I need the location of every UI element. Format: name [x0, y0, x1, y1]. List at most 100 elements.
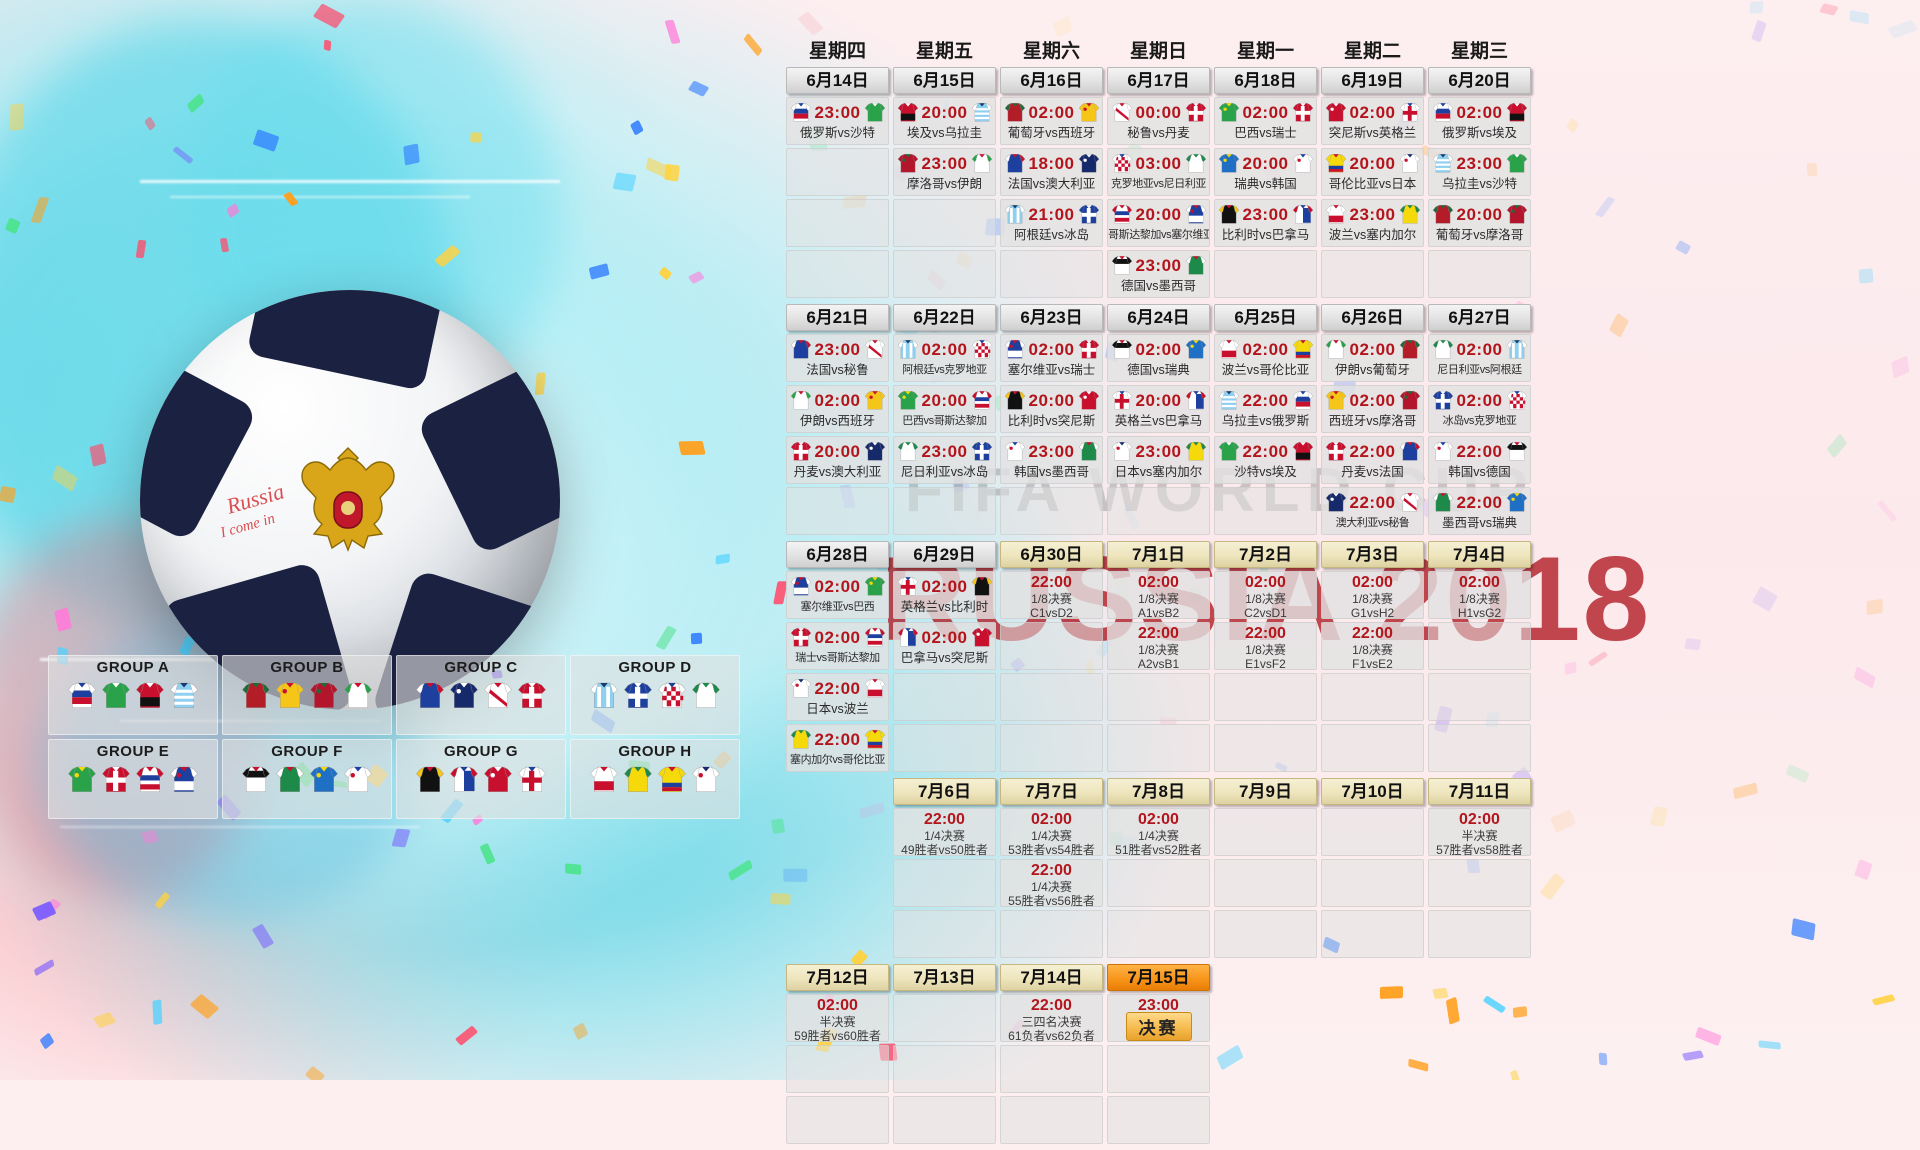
match-cell[interactable]: 20:00 瑞典vs韩国 — [1214, 148, 1317, 196]
match-cell[interactable]: 23:00 比利时vs巴拿马 — [1214, 199, 1317, 247]
knockout-cell[interactable]: 22:00 1/8决赛 E1vsF2 — [1214, 622, 1317, 671]
match-cell[interactable]: 02:00 塞尔维亚vs瑞士 — [1000, 334, 1103, 382]
date-header[interactable]: 6月18日 — [1214, 67, 1317, 94]
match-cell[interactable]: 20:00 丹麦vs澳大利亚 — [786, 436, 889, 484]
knockout-cell[interactable]: 23:00 决赛 — [1107, 994, 1210, 1042]
match-cell[interactable]: 02:00 瑞士vs哥斯达黎加 — [786, 622, 889, 670]
match-cell[interactable]: 23:00 法国vs秘鲁 — [786, 334, 889, 382]
date-header[interactable]: 6月28日 — [786, 541, 889, 568]
knockout-cell[interactable]: 02:00 半决赛 57胜者vs58胜者 — [1428, 808, 1531, 857]
knockout-cell[interactable]: 02:00 1/4决赛 51胜者vs52胜者 — [1107, 808, 1210, 857]
date-header[interactable]: 6月29日 — [893, 541, 996, 568]
knockout-cell[interactable]: 02:00 1/8决赛 G1vsH2 — [1321, 571, 1424, 620]
match-cell[interactable]: 22:00 乌拉圭vs俄罗斯 — [1214, 385, 1317, 433]
match-cell[interactable]: 20:00 比利时vs突尼斯 — [1000, 385, 1103, 433]
match-cell[interactable]: 02:00 波兰vs哥伦比亚 — [1214, 334, 1317, 382]
match-cell[interactable]: 22:00 日本vs波兰 — [786, 673, 889, 721]
date-header[interactable]: 6月21日 — [786, 304, 889, 331]
match-cell[interactable]: 20:00 哥伦比亚vs日本 — [1321, 148, 1424, 196]
match-cell[interactable]: 20:00 哥斯达黎加vs塞尔维亚 — [1107, 199, 1210, 247]
knockout-cell[interactable]: 02:00 1/8决赛 C2vsD1 — [1214, 571, 1317, 620]
match-cell[interactable]: 23:00 摩洛哥vs伊朗 — [893, 148, 996, 196]
date-header[interactable]: 6月25日 — [1214, 304, 1317, 331]
match-cell[interactable]: 03:00 克罗地亚vs尼日利亚 — [1107, 148, 1210, 196]
date-header[interactable]: 7月11日 — [1428, 778, 1531, 805]
date-header[interactable]: 6月27日 — [1428, 304, 1531, 331]
match-cell[interactable]: 23:00 乌拉圭vs沙特 — [1428, 148, 1531, 196]
date-header[interactable]: 6月15日 — [893, 67, 996, 94]
date-header[interactable]: 7月2日 — [1214, 541, 1317, 568]
match-cell[interactable]: 02:00 阿根廷vs克罗地亚 — [893, 334, 996, 382]
match-cell[interactable]: 20:00 巴西vs哥斯达黎加 — [893, 385, 996, 433]
match-cell[interactable]: 22:00 澳大利亚vs秘鲁 — [1321, 487, 1424, 535]
match-cell[interactable]: 23:00 波兰vs塞内加尔 — [1321, 199, 1424, 247]
match-cell[interactable]: 22:00 韩国vs德国 — [1428, 436, 1531, 484]
knockout-cell[interactable]: 22:00 1/4决赛 49胜者vs50胜者 — [893, 808, 996, 857]
knockout-cell[interactable]: 22:00 三四名决赛 61负者vs62负者 — [1000, 994, 1103, 1043]
date-header[interactable]: 7月7日 — [1000, 778, 1103, 805]
date-header[interactable]: 6月23日 — [1000, 304, 1103, 331]
match-cell[interactable]: 02:00 冰岛vs克罗地亚 — [1428, 385, 1531, 433]
group-card-group-a[interactable]: GROUP A — [48, 655, 218, 735]
match-cell[interactable]: 02:00 塞尔维亚vs巴西 — [786, 571, 889, 619]
group-card-group-b[interactable]: GROUP B — [222, 655, 392, 735]
group-card-group-g[interactable]: GROUP G — [396, 739, 566, 819]
match-cell[interactable]: 02:00 巴西vs瑞士 — [1214, 97, 1317, 145]
match-cell[interactable]: 21:00 阿根廷vs冰岛 — [1000, 199, 1103, 247]
match-cell[interactable]: 00:00 秘鲁vs丹麦 — [1107, 97, 1210, 145]
group-card-group-e[interactable]: GROUP E — [48, 739, 218, 819]
group-card-group-f[interactable]: GROUP F — [222, 739, 392, 819]
match-cell[interactable]: 02:00 英格兰vs比利时 — [893, 571, 996, 619]
knockout-cell[interactable]: 22:00 1/4决赛 55胜者vs56胜者 — [1000, 859, 1103, 908]
match-cell[interactable]: 18:00 法国vs澳大利亚 — [1000, 148, 1103, 196]
date-header[interactable]: 6月24日 — [1107, 304, 1210, 331]
match-cell[interactable]: 20:00 英格兰vs巴拿马 — [1107, 385, 1210, 433]
match-cell[interactable]: 02:00 突尼斯vs英格兰 — [1321, 97, 1424, 145]
match-cell[interactable]: 02:00 伊朗vs西班牙 — [786, 385, 889, 433]
date-header[interactable]: 7月6日 — [893, 778, 996, 805]
date-header[interactable]: 7月15日 — [1107, 964, 1210, 991]
date-header[interactable]: 7月1日 — [1107, 541, 1210, 568]
match-cell[interactable]: 23:00 尼日利亚vs冰岛 — [893, 436, 996, 484]
knockout-cell[interactable]: 02:00 1/8决赛 H1vsG2 — [1428, 571, 1531, 620]
match-cell[interactable]: 23:00 韩国vs墨西哥 — [1000, 436, 1103, 484]
knockout-cell[interactable]: 02:00 半决赛 59胜者vs60胜者 — [786, 994, 889, 1043]
group-card-group-d[interactable]: GROUP D — [570, 655, 740, 735]
match-cell[interactable]: 02:00 尼日利亚vs阿根廷 — [1428, 334, 1531, 382]
date-header[interactable]: 6月19日 — [1321, 67, 1424, 94]
match-cell[interactable]: 02:00 伊朗vs葡萄牙 — [1321, 334, 1424, 382]
match-cell[interactable]: 22:00 塞内加尔vs哥伦比亚 — [786, 724, 889, 772]
knockout-cell[interactable]: 22:00 1/8决赛 C1vsD2 — [1000, 571, 1103, 620]
match-cell[interactable]: 23:00 德国vs墨西哥 — [1107, 250, 1210, 298]
knockout-cell[interactable]: 02:00 1/8决赛 A1vsB2 — [1107, 571, 1210, 620]
match-cell[interactable]: 20:00 葡萄牙vs摩洛哥 — [1428, 199, 1531, 247]
date-header[interactable]: 6月17日 — [1107, 67, 1210, 94]
group-card-group-c[interactable]: GROUP C — [396, 655, 566, 735]
date-header[interactable]: 7月12日 — [786, 964, 889, 991]
knockout-cell[interactable]: 22:00 1/8决赛 A2vsB1 — [1107, 622, 1210, 671]
knockout-cell[interactable]: 22:00 1/8决赛 F1vsE2 — [1321, 622, 1424, 671]
date-header[interactable]: 6月26日 — [1321, 304, 1424, 331]
date-header[interactable]: 7月13日 — [893, 964, 996, 991]
date-header[interactable]: 6月30日 — [1000, 541, 1103, 568]
date-header[interactable]: 6月22日 — [893, 304, 996, 331]
match-cell[interactable]: 02:00 葡萄牙vs西班牙 — [1000, 97, 1103, 145]
date-header[interactable]: 6月14日 — [786, 67, 889, 94]
match-cell[interactable]: 02:00 德国vs瑞典 — [1107, 334, 1210, 382]
group-card-group-h[interactable]: GROUP H — [570, 739, 740, 819]
match-cell[interactable]: 22:00 墨西哥vs瑞典 — [1428, 487, 1531, 535]
knockout-cell[interactable]: 02:00 1/4决赛 53胜者vs54胜者 — [1000, 808, 1103, 857]
date-header[interactable]: 7月8日 — [1107, 778, 1210, 805]
match-cell[interactable]: 22:00 丹麦vs法国 — [1321, 436, 1424, 484]
date-header[interactable]: 7月3日 — [1321, 541, 1424, 568]
date-header[interactable]: 6月16日 — [1000, 67, 1103, 94]
match-cell[interactable]: 02:00 西班牙vs摩洛哥 — [1321, 385, 1424, 433]
match-cell[interactable]: 23:00 俄罗斯vs沙特 — [786, 97, 889, 145]
match-cell[interactable]: 02:00 巴拿马vs突尼斯 — [893, 622, 996, 670]
match-cell[interactable]: 20:00 埃及vs乌拉圭 — [893, 97, 996, 145]
match-cell[interactable]: 22:00 沙特vs埃及 — [1214, 436, 1317, 484]
date-header[interactable]: 7月14日 — [1000, 964, 1103, 991]
match-cell[interactable]: 02:00 俄罗斯vs埃及 — [1428, 97, 1531, 145]
date-header[interactable]: 7月10日 — [1321, 778, 1424, 805]
date-header[interactable]: 7月4日 — [1428, 541, 1531, 568]
